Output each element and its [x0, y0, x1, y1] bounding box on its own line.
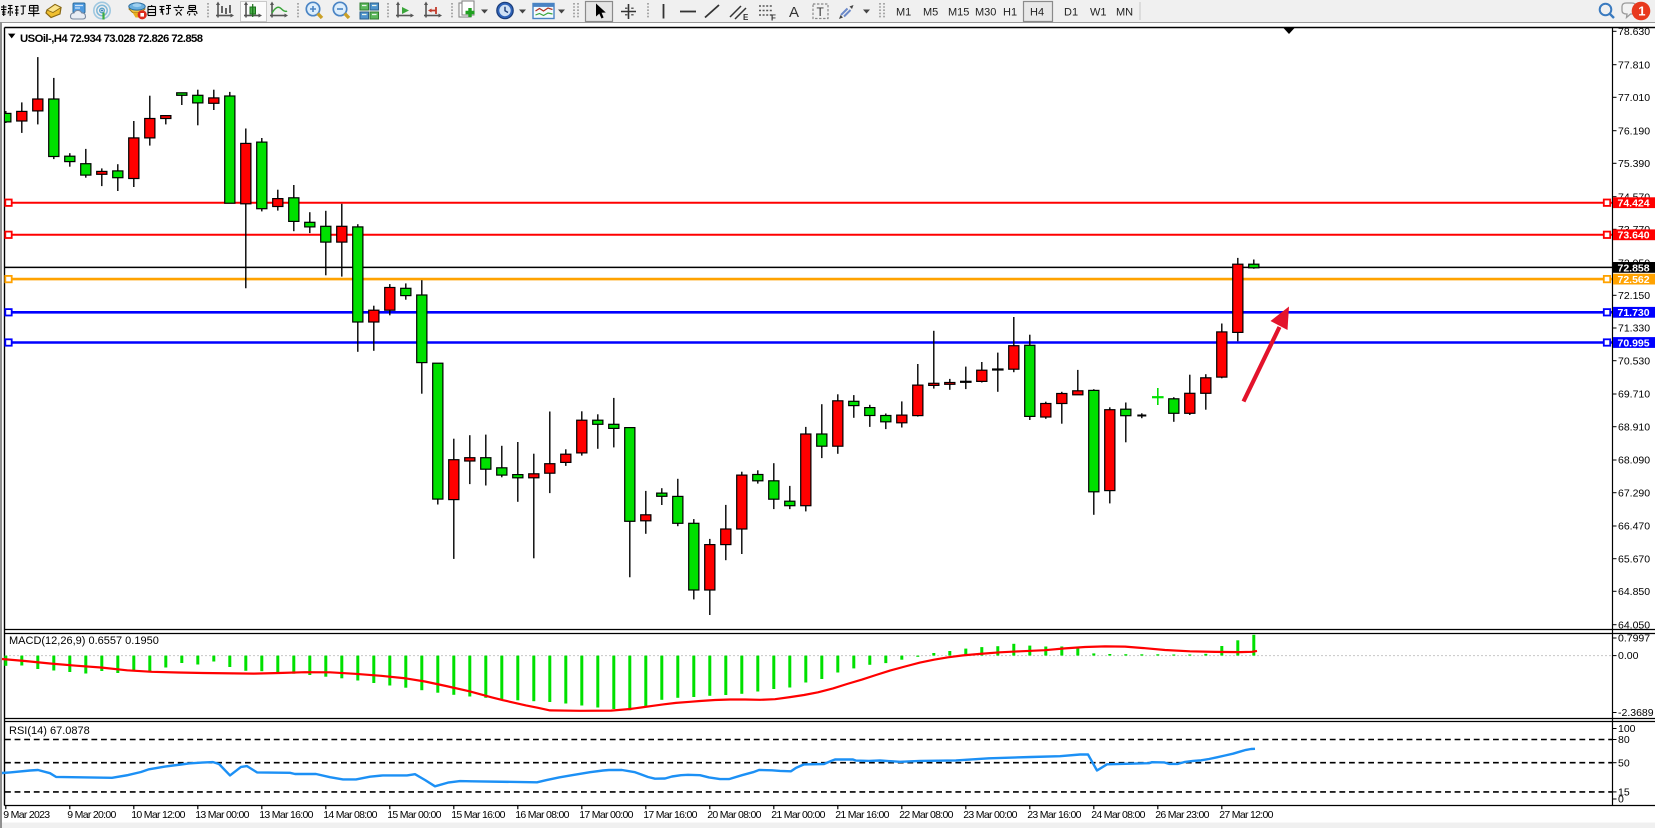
svg-text:0.00: 0.00 [1618, 650, 1639, 662]
svg-text:26 Mar 23:00: 26 Mar 23:00 [1155, 809, 1209, 821]
svg-text:H1: H1 [1003, 7, 1017, 19]
svg-text:77.010: 77.010 [1618, 92, 1650, 104]
svg-text:17 Mar 00:00: 17 Mar 00:00 [579, 809, 633, 821]
svg-text:1: 1 [1638, 4, 1645, 19]
svg-text:F: F [771, 14, 776, 23]
svg-text:23 Mar 16:00: 23 Mar 16:00 [1027, 809, 1081, 821]
svg-text:15 Mar 00:00: 15 Mar 00:00 [387, 809, 441, 821]
svg-text:13 Mar 00:00: 13 Mar 00:00 [195, 809, 249, 821]
svg-text:17 Mar 16:00: 17 Mar 16:00 [643, 809, 697, 821]
svg-text:100: 100 [1618, 723, 1636, 735]
svg-text:71.330: 71.330 [1618, 323, 1650, 335]
svg-text:72.150: 72.150 [1618, 290, 1650, 302]
svg-text:20 Mar 08:00: 20 Mar 08:00 [707, 809, 761, 821]
svg-text:27 Mar 12:00: 27 Mar 12:00 [1219, 809, 1273, 821]
svg-text:64.050: 64.050 [1618, 619, 1650, 631]
svg-text:21 Mar 16:00: 21 Mar 16:00 [835, 809, 889, 821]
svg-text:RSI(14) 67.0878: RSI(14) 67.0878 [9, 725, 90, 737]
svg-text:21 Mar 00:00: 21 Mar 00:00 [771, 809, 825, 821]
svg-text:MACD(12,26,9) 0.6557 0.1950: MACD(12,26,9) 0.6557 0.1950 [9, 635, 159, 647]
svg-text:73.640: 73.640 [1618, 230, 1650, 242]
svg-text:9 Mar 2023: 9 Mar 2023 [3, 809, 50, 821]
svg-text:0.7997: 0.7997 [1618, 633, 1650, 645]
svg-text:24 Mar 08:00: 24 Mar 08:00 [1091, 809, 1145, 821]
svg-text:72.562: 72.562 [1618, 274, 1650, 286]
svg-text:15 Mar 16:00: 15 Mar 16:00 [451, 809, 505, 821]
svg-text:75.390: 75.390 [1618, 158, 1650, 170]
svg-text:68.910: 68.910 [1618, 421, 1650, 433]
svg-text:80: 80 [1618, 734, 1630, 746]
svg-text:E: E [743, 13, 749, 22]
svg-text:71.730: 71.730 [1618, 307, 1650, 319]
svg-text:23 Mar 00:00: 23 Mar 00:00 [963, 809, 1017, 821]
svg-text:76.190: 76.190 [1618, 125, 1650, 137]
svg-text:T: T [817, 5, 825, 19]
svg-text:50: 50 [1618, 757, 1630, 769]
svg-text:M30: M30 [975, 7, 996, 19]
svg-text:10 Mar 12:00: 10 Mar 12:00 [131, 809, 185, 821]
svg-text:64.850: 64.850 [1618, 586, 1650, 598]
svg-text:72.858: 72.858 [1618, 262, 1650, 274]
svg-text:15: 15 [1618, 787, 1630, 799]
svg-text:16 Mar 08:00: 16 Mar 08:00 [515, 809, 569, 821]
svg-text:D1: D1 [1064, 7, 1078, 19]
svg-text:USOil-,H4 72.934 73.028 72.82: USOil-,H4 72.934 73.028 72.826 72.858 [20, 33, 203, 45]
svg-text:66.470: 66.470 [1618, 521, 1650, 533]
svg-text:M1: M1 [896, 7, 911, 19]
svg-text:70.995: 70.995 [1618, 337, 1650, 349]
svg-text:H4: H4 [1030, 7, 1044, 19]
svg-text:70.530: 70.530 [1618, 355, 1650, 367]
svg-text:68.090: 68.090 [1618, 455, 1650, 467]
svg-text:22 Mar 08:00: 22 Mar 08:00 [899, 809, 953, 821]
svg-text:A: A [789, 4, 799, 21]
svg-text:9 Mar 20:00: 9 Mar 20:00 [67, 809, 116, 821]
svg-text:0: 0 [1618, 794, 1624, 806]
svg-text:67.290: 67.290 [1618, 487, 1650, 499]
svg-text:W1: W1 [1090, 7, 1107, 19]
svg-text:65.670: 65.670 [1618, 553, 1650, 565]
svg-text:69.710: 69.710 [1618, 389, 1650, 401]
svg-text:14 Mar 08:00: 14 Mar 08:00 [323, 809, 377, 821]
svg-text:M15: M15 [948, 7, 969, 19]
svg-text:78.630: 78.630 [1618, 26, 1650, 38]
svg-text:-2.3689: -2.3689 [1618, 707, 1654, 719]
svg-text:M5: M5 [923, 7, 938, 19]
svg-text:MN: MN [1116, 7, 1133, 19]
svg-text:13 Mar 16:00: 13 Mar 16:00 [259, 809, 313, 821]
svg-text:77.810: 77.810 [1618, 59, 1650, 71]
svg-text:74.424: 74.424 [1618, 198, 1650, 210]
